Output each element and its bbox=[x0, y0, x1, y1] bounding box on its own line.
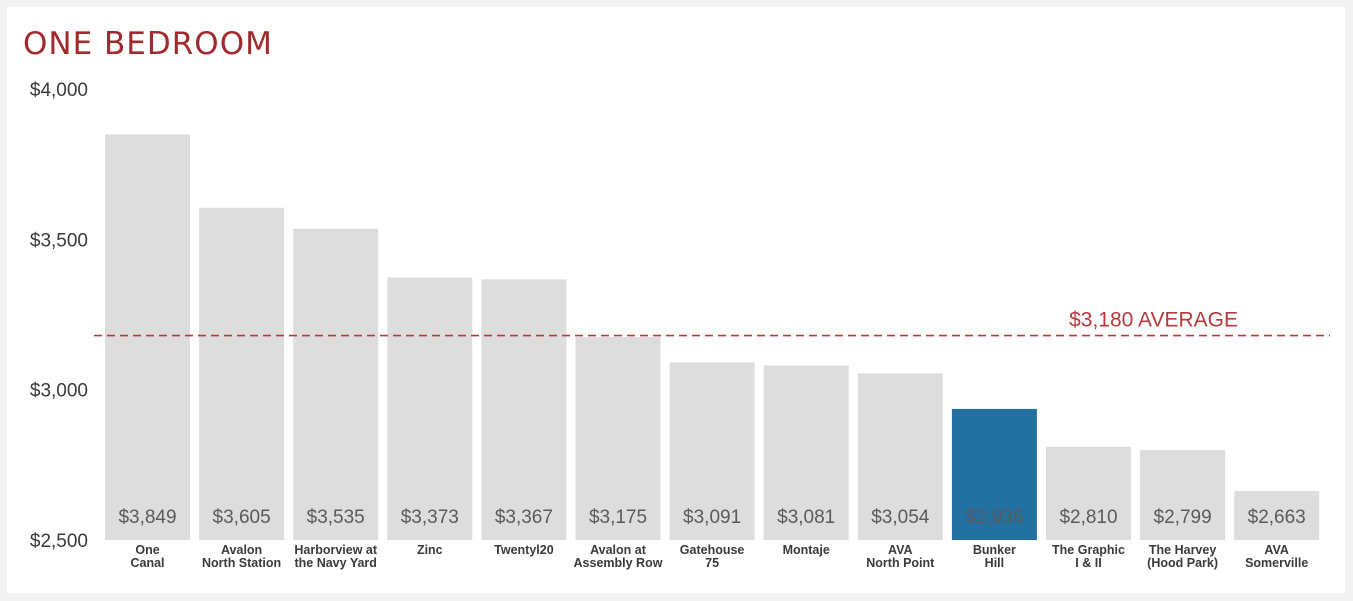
bars bbox=[105, 134, 1320, 540]
category-label-line: The Harvey bbox=[1149, 543, 1216, 557]
bar-value-label: $3,535 bbox=[307, 507, 365, 528]
bar-value-label: $2,810 bbox=[1059, 507, 1117, 528]
category-label: Montaje bbox=[783, 543, 830, 557]
category-label-line: Somerville bbox=[1245, 556, 1308, 570]
category-label-line: Zinc bbox=[417, 543, 443, 557]
bar bbox=[293, 228, 379, 540]
chart-title: ONE BEDROOM bbox=[23, 26, 273, 62]
category-label: Avalon North Station bbox=[202, 543, 281, 570]
average-line-group: $3,180 AVERAGE bbox=[94, 309, 1330, 337]
y-tick-label: $4,000 bbox=[30, 80, 88, 101]
bar-value-label: $2,663 bbox=[1248, 507, 1306, 528]
category-label-line: Montaje bbox=[783, 543, 830, 557]
bar bbox=[1140, 450, 1226, 540]
category-label: Bunker Hill bbox=[973, 543, 1016, 570]
bar-value-label: $2,936 bbox=[965, 507, 1023, 528]
category-label: AVA North Point bbox=[866, 543, 935, 570]
category-label: Harborview at the Navy Yard bbox=[294, 543, 378, 570]
category-label: Gatehouse 75 bbox=[680, 543, 745, 570]
category-label: Avalon at Assembly Row bbox=[574, 543, 663, 570]
category-label: One Canal bbox=[130, 543, 164, 570]
bar bbox=[481, 279, 567, 540]
bar bbox=[1046, 446, 1131, 540]
category-label-line: Harborview at bbox=[294, 543, 378, 557]
x-axis-labels: One Canal Avalon North Station Harborview at… bbox=[130, 543, 1308, 570]
bar-value-label: $3,849 bbox=[118, 507, 176, 528]
category-label-line: Twentyl20 bbox=[494, 543, 554, 557]
category-label-line: The Graphic bbox=[1052, 543, 1125, 557]
bar-value-label: $3,175 bbox=[589, 507, 647, 528]
category-label-line: I & II bbox=[1075, 556, 1101, 570]
category-label-line: AVA bbox=[888, 543, 913, 557]
category-label-line: One bbox=[135, 543, 159, 557]
bar-value-label: $3,091 bbox=[683, 507, 741, 528]
bar-value-label: $3,373 bbox=[401, 507, 459, 528]
bar-value-label: $3,367 bbox=[495, 507, 553, 528]
category-label-line: Gatehouse bbox=[680, 543, 745, 557]
category-label-line: Assembly Row bbox=[574, 556, 663, 570]
y-tick-label: $2,500 bbox=[30, 531, 88, 552]
category-label-line: the Navy Yard bbox=[294, 556, 376, 570]
bar-value-label: $3,605 bbox=[213, 507, 271, 528]
category-label-line: (Hood Park) bbox=[1147, 556, 1218, 570]
bar bbox=[669, 362, 755, 540]
category-label-line: AVA bbox=[1264, 543, 1289, 557]
bar bbox=[387, 277, 473, 540]
bar-value-label: $3,054 bbox=[871, 507, 930, 528]
bar bbox=[1234, 490, 1320, 540]
category-label-line: Avalon at bbox=[590, 543, 647, 557]
bar bbox=[575, 337, 661, 540]
bar-value-label: $2,799 bbox=[1154, 507, 1212, 528]
y-axis: $2,500 $3,000 $3,500 $4,000 bbox=[30, 80, 88, 552]
y-tick-label: $3,000 bbox=[30, 381, 88, 402]
bar bbox=[199, 207, 285, 540]
category-label-line: 75 bbox=[705, 556, 719, 570]
category-label: The Harvey (Hood Park) bbox=[1147, 543, 1218, 570]
category-label-line: Canal bbox=[130, 556, 164, 570]
average-label: $3,180 AVERAGE bbox=[1069, 309, 1238, 332]
category-label: AVA Somerville bbox=[1245, 543, 1308, 570]
category-label: Twentyl20 bbox=[494, 543, 554, 557]
category-label-line: Avalon bbox=[221, 543, 262, 557]
y-tick-label: $3,500 bbox=[30, 230, 88, 251]
bar bbox=[105, 134, 190, 540]
value-labels: $3,849 $3,605 $3,535 $3,373 $3,367 $3,175 $3,0… bbox=[118, 507, 1305, 528]
category-label-line: Hill bbox=[985, 556, 1004, 570]
category-label: The Graphic I & II bbox=[1052, 543, 1125, 570]
bar bbox=[857, 373, 943, 540]
bar bbox=[763, 365, 849, 540]
category-label-line: North Point bbox=[866, 556, 935, 570]
bar bbox=[951, 408, 1037, 540]
category-label: Zinc bbox=[417, 543, 443, 557]
category-label-line: North Station bbox=[202, 556, 281, 570]
bar-value-label: $3,081 bbox=[777, 507, 835, 528]
category-label-line: Bunker bbox=[973, 543, 1016, 557]
